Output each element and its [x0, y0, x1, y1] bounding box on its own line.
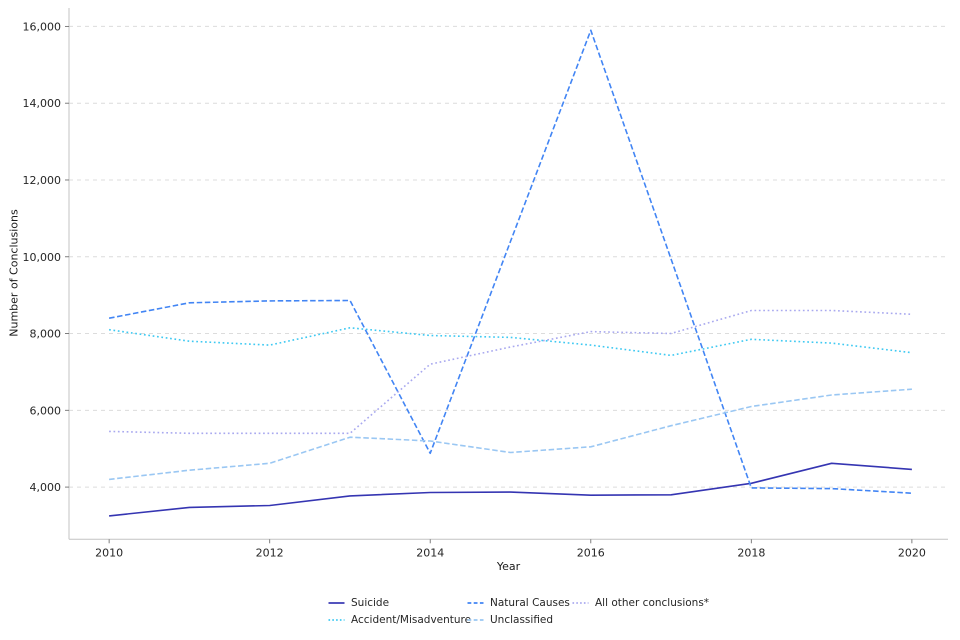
- legend-label: Natural Causes: [490, 596, 570, 609]
- natural-causes-line: [108, 29, 912, 494]
- legend-column-2: Natural Causes Unclassified: [467, 594, 572, 628]
- x-tick-label: 2012: [256, 546, 284, 559]
- x-tick-label: 2018: [737, 546, 765, 559]
- legend-label: All other conclusions*: [595, 596, 710, 609]
- y-tick-label: 10,000: [23, 251, 62, 264]
- y-tick-label: 4,000: [30, 481, 62, 494]
- y-tick-label: 16,000: [23, 20, 62, 33]
- x-tick-label: 2010: [95, 546, 123, 559]
- legend-item-all-other-conclusions: All other conclusions*: [572, 594, 709, 611]
- legend-item-unclassified: Unclassified: [467, 611, 572, 628]
- legend-label: Suicide: [351, 596, 390, 609]
- y-tick-label: 14,000: [23, 97, 62, 110]
- suicide-line: [109, 462, 912, 517]
- suicide-line-swatch: [328, 601, 345, 604]
- legend-column-1: Suicide Accident/Misadventure: [328, 594, 471, 628]
- legend-column-3: All other conclusions*: [572, 594, 709, 611]
- y-tick-label: 12,000: [23, 174, 62, 187]
- unclassified-line: [109, 388, 912, 481]
- legend: Suicide Accident/Misadventure Natural Ca…: [328, 594, 709, 628]
- x-axis-label: Year: [496, 560, 521, 573]
- x-tick-label: 2020: [898, 546, 926, 559]
- accident-misadventure-line: [108, 326, 912, 357]
- natural-causes-line-swatch: [467, 601, 484, 604]
- all-other-conclusions-line: [109, 309, 912, 435]
- y-tick-label: 6,000: [30, 404, 62, 417]
- accident-line-swatch: [328, 618, 345, 621]
- legend-label: Unclassified: [490, 613, 554, 626]
- x-tick-label: 2016: [577, 546, 605, 559]
- legend-label: Accident/Misadventure: [351, 613, 472, 626]
- y-axis-label: Number of Conclusions: [7, 209, 21, 337]
- y-tick-label: 8,000: [30, 328, 62, 341]
- unclassified-line-swatch: [467, 618, 484, 621]
- x-tick-label: 2014: [416, 546, 444, 559]
- legend-item-accident-misadventure: Accident/Misadventure: [328, 611, 471, 628]
- legend-item-natural-causes: Natural Causes: [467, 594, 572, 611]
- legend-item-suicide: Suicide: [328, 594, 467, 611]
- all-other-conclusions-line-swatch: [572, 601, 589, 604]
